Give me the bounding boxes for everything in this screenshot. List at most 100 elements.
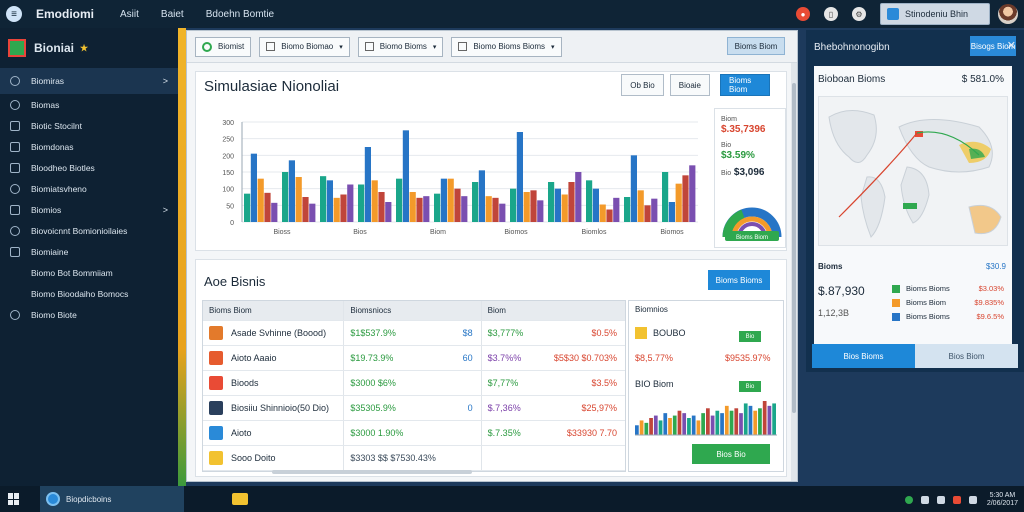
mini-bar bbox=[663, 413, 668, 435]
row-app-icon bbox=[209, 351, 223, 365]
sidebar-item-8[interactable]: Biovoicnnt Bomionioilaies bbox=[0, 220, 178, 241]
details-action-button[interactable]: Bioms Bioms bbox=[708, 270, 770, 290]
sidebar-item-11[interactable]: Biomo Bioodaiho Bomocs bbox=[0, 283, 178, 304]
bar bbox=[651, 198, 658, 222]
toolbar-action-button[interactable]: Bioms Biom bbox=[727, 37, 785, 55]
mini-bar bbox=[724, 405, 729, 435]
sidebar-title: Bioniai bbox=[34, 41, 75, 55]
bar bbox=[402, 130, 409, 222]
notification-icon[interactable]: ● bbox=[796, 7, 810, 21]
row-value-extra: 0 bbox=[467, 403, 473, 413]
sidebar-item-9[interactable]: Biomiaine bbox=[0, 241, 178, 262]
folder-icon bbox=[10, 162, 20, 173]
table-row[interactable]: Asade Svhinne (Boood) $1$537.9% $8 $3,777% $… bbox=[203, 321, 625, 346]
sidebar-item-7[interactable]: Biomios > bbox=[0, 199, 178, 220]
right-panel-header: Bhebohnonogibn Bisogs Biom ✕ bbox=[806, 30, 1024, 64]
horizontal-scrollbar[interactable] bbox=[272, 470, 472, 474]
bar bbox=[447, 178, 454, 222]
nav-link-3[interactable]: Bdoehn Bomtie bbox=[205, 8, 275, 20]
tab-home[interactable]: Biomist bbox=[195, 36, 252, 57]
table-row[interactable]: Sooo Doito $3303 $$ $7530.43% bbox=[203, 446, 625, 471]
mini-bar bbox=[758, 408, 762, 435]
data-table: Bioms Biom Biomsniocs Biom Asade Svhinne… bbox=[202, 300, 626, 472]
tab-dropdown-2[interactable]: Biomo Bioms ▾ bbox=[357, 36, 444, 57]
sidebar-item-5[interactable]: Bloodheo Biotles bbox=[0, 157, 178, 178]
nav-link-2[interactable]: Baiet bbox=[160, 8, 184, 20]
row-change: $7,77% bbox=[487, 378, 519, 388]
tab-primary[interactable]: Bios Bioms bbox=[812, 344, 915, 368]
y-tick-label: 200 bbox=[222, 153, 234, 160]
close-icon[interactable]: ✕ bbox=[1006, 40, 1016, 52]
vertical-scrollbar[interactable] bbox=[791, 63, 797, 481]
details-panel: Aoe Bisnis ✕ Bioms Bioms Bioms Biom Biom… bbox=[195, 259, 787, 477]
right-panel-body: Bioboan Bioms $ 581.0% Bioms $30.9 $.87,… bbox=[814, 66, 1012, 368]
document-icon[interactable]: ▯ bbox=[824, 7, 838, 21]
chart-primary-button[interactable]: Bioms Biom bbox=[720, 74, 770, 96]
bar bbox=[257, 178, 264, 222]
bar bbox=[606, 209, 613, 222]
sidebar-item-4[interactable]: Biomdonas bbox=[0, 136, 178, 157]
table-row[interactable]: Biosiiu Shinnioio(50 Dio) $35305.9% 0 $.7,3… bbox=[203, 396, 625, 421]
x-tick-label: Bios bbox=[353, 229, 367, 236]
row-value: $3000 1.90% bbox=[350, 428, 404, 438]
app-logo-icon[interactable]: ≡ bbox=[6, 6, 22, 22]
tab-secondary[interactable]: Bios Biom bbox=[915, 344, 1018, 368]
user-menu-button[interactable]: Stinodeniu Bhin bbox=[880, 3, 990, 25]
table-row[interactable]: Aioto Aaaio $19.73.9% 60 $3.7%% $5$30 $0.703… bbox=[203, 346, 625, 371]
bar bbox=[478, 170, 485, 222]
y-tick-label: 250 bbox=[222, 137, 234, 144]
mini-bar bbox=[653, 415, 658, 435]
keyboard-icon[interactable] bbox=[968, 496, 977, 504]
y-tick-label: 0 bbox=[230, 220, 234, 227]
star-icon[interactable]: ★ bbox=[80, 42, 89, 53]
battery-icon[interactable] bbox=[936, 496, 945, 504]
bell-icon bbox=[10, 246, 20, 257]
mini-bar bbox=[649, 418, 653, 435]
tab-dropdown-3[interactable]: Biomo Bioms Bioms ▾ bbox=[451, 36, 562, 57]
table-row[interactable]: Bioods $3000 $6% $7,77% $3.5% bbox=[203, 371, 625, 396]
nav-link-1[interactable]: Asiit bbox=[120, 8, 139, 20]
sidebar-item-label: Biomo Biote bbox=[31, 309, 77, 320]
table-row[interactable]: Aioto $3000 1.90% $.7.35% $33930 7.70 bbox=[203, 421, 625, 446]
grid-icon bbox=[458, 42, 468, 51]
network-icon[interactable] bbox=[904, 496, 913, 504]
row-change-extra: $0.5% bbox=[591, 328, 617, 338]
clock[interactable]: 5:30 AM 2/06/2017 bbox=[987, 492, 1018, 508]
column-header[interactable]: Bioms Biom bbox=[203, 301, 345, 320]
confirm-button[interactable]: Bios Bio bbox=[692, 444, 770, 464]
brand-title: Emodiomi bbox=[36, 7, 95, 21]
legend-swatch bbox=[892, 284, 900, 293]
sidebar-item-6[interactable]: Biomiatsvheno bbox=[0, 178, 178, 199]
alert-icon[interactable] bbox=[952, 496, 961, 504]
volume-icon[interactable] bbox=[920, 496, 929, 504]
bar-chart: 300 250 200 150 100 50 0 Bioss Bios Biom Biomos Bio… bbox=[222, 120, 698, 236]
avatar[interactable] bbox=[998, 4, 1018, 24]
mini-bar bbox=[706, 408, 710, 435]
sidebar-item-10[interactable]: Biomo Bot Bommiiam bbox=[0, 262, 178, 283]
sidebar-item-1[interactable]: Biomiras > bbox=[0, 68, 178, 94]
sidebar-item-2[interactable]: Biomas bbox=[0, 94, 178, 115]
settings-icon[interactable]: ⚙ bbox=[852, 7, 866, 21]
metric-label: Bio bbox=[721, 142, 732, 149]
column-header[interactable]: Biom bbox=[487, 306, 506, 315]
row-name: Sooo Doito bbox=[231, 453, 276, 463]
taskbar-app[interactable]: Biopdicboins bbox=[40, 486, 184, 512]
right-panel-button[interactable]: Bisogs Biom bbox=[970, 36, 1016, 56]
sidebar-item-3[interactable]: Biotic Stocilnt bbox=[0, 115, 178, 136]
chart-button-a[interactable]: Ob Bio bbox=[621, 74, 664, 96]
user-menu-icon bbox=[887, 8, 899, 20]
bar bbox=[499, 203, 506, 222]
start-icon[interactable] bbox=[8, 493, 20, 505]
column-header[interactable]: Biomsniocs bbox=[344, 301, 482, 320]
x-tick-label: Bioss bbox=[273, 229, 291, 236]
world-map[interactable] bbox=[818, 96, 1008, 246]
sidebar-item-12[interactable]: Biomo Biote bbox=[0, 304, 178, 325]
tab-dropdown-1[interactable]: Biomo Biomao ▾ bbox=[259, 36, 350, 57]
chart-button-b[interactable]: Bioaie bbox=[669, 74, 710, 96]
bar bbox=[250, 153, 257, 222]
scrollbar-thumb[interactable] bbox=[792, 83, 796, 413]
mini-bar bbox=[729, 410, 734, 435]
mini-bar bbox=[743, 403, 748, 435]
folder-icon[interactable] bbox=[232, 493, 248, 505]
bar bbox=[295, 177, 302, 222]
